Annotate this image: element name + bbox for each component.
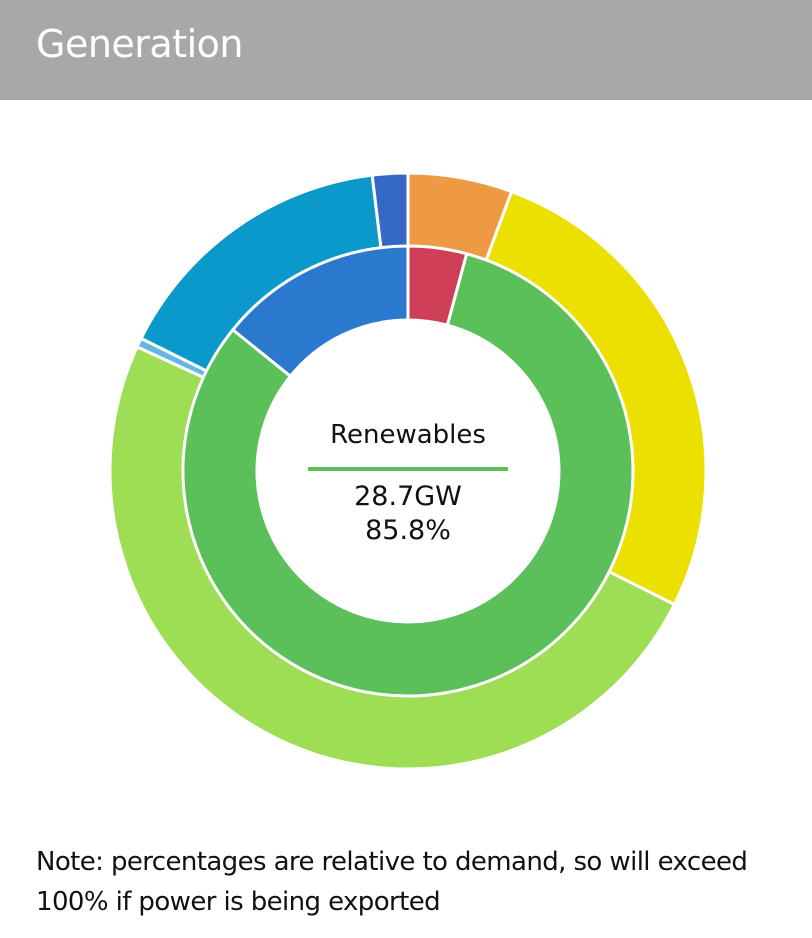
generation-chart: Renewables 28.7GW 85.8% [0, 100, 812, 820]
donut-chart [108, 171, 708, 771]
page-title: Generation [36, 22, 244, 66]
center-label: Renewables [330, 420, 486, 450]
footer-note: Note: percentages are relative to demand… [36, 847, 748, 917]
center-value: 28.7GW [354, 481, 462, 512]
inner-ring-slice-3[interactable] [231, 244, 410, 378]
header-bar: Generation [0, 0, 812, 100]
inner-ring-slice-2[interactable] [181, 252, 635, 698]
center-percent: 85.8% [365, 515, 451, 546]
center-value-block: 28.7GW 85.8% [306, 480, 510, 548]
center-divider [308, 467, 508, 471]
